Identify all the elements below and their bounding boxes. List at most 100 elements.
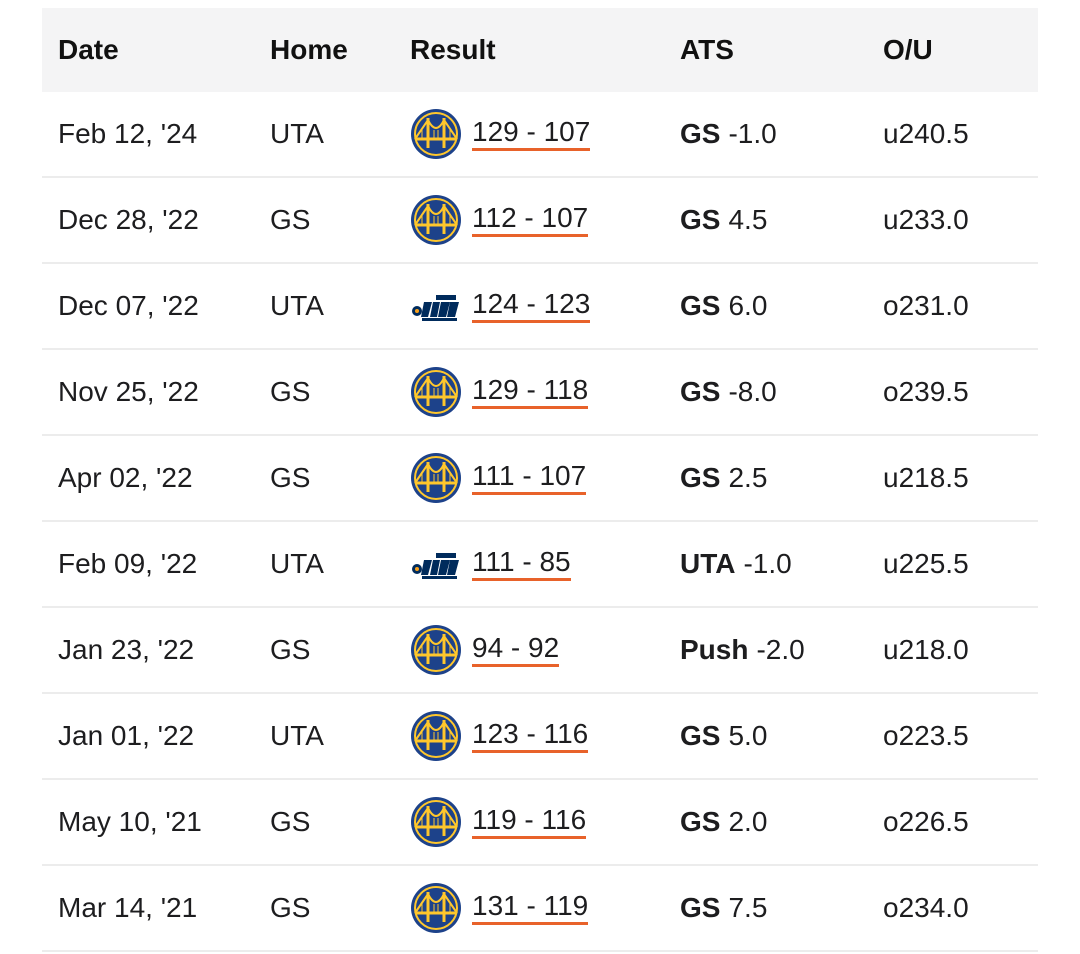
- ats-line: 7.5: [728, 892, 768, 923]
- home-team: GS: [270, 376, 311, 407]
- table-row: Feb 12, '24 UTA 129 - 107 GS -1.0 u240.5: [42, 92, 1038, 178]
- table-row: Apr 02, '22 GS 111 - 107 GS 2.5 u218.5: [42, 436, 1038, 522]
- home-team: GS: [270, 634, 311, 665]
- table-header: Date Home Result ATS O/U: [42, 8, 1038, 92]
- column-header-date[interactable]: Date: [58, 34, 119, 65]
- ats-line: 2.0: [728, 806, 768, 837]
- result-score-link[interactable]: 123 - 116: [472, 719, 589, 753]
- ats-cell: UTA -1.0: [680, 548, 883, 580]
- ats-team: Push: [680, 634, 749, 665]
- result-score-link[interactable]: 111 - 107: [472, 461, 587, 495]
- result-score-link[interactable]: 129 - 118: [472, 375, 589, 409]
- over-under: o239.5: [883, 376, 969, 407]
- ats-cell: GS 5.0: [680, 720, 883, 752]
- ats-cell: GS -8.0: [680, 376, 883, 408]
- warriors-logo-icon: [410, 452, 462, 504]
- game-date: Mar 14, '21: [58, 892, 198, 923]
- ats-team: GS: [680, 290, 721, 321]
- jazz-logo-icon: [410, 538, 462, 590]
- ats-cell: GS 6.0: [680, 290, 883, 322]
- result-score-link[interactable]: 119 - 116: [472, 805, 587, 839]
- game-date: Apr 02, '22: [58, 462, 193, 493]
- jazz-logo-icon: [410, 280, 462, 332]
- result-cell: 111 - 107: [410, 452, 680, 504]
- result-score-link[interactable]: 131 - 119: [472, 891, 589, 925]
- ats-team: GS: [680, 376, 721, 407]
- ats-team: GS: [680, 892, 721, 923]
- result-score-link[interactable]: 112 - 107: [472, 203, 589, 237]
- result-score-link[interactable]: 129 - 107: [472, 117, 591, 151]
- game-date: Feb 09, '22: [58, 548, 198, 579]
- home-team: GS: [270, 204, 311, 235]
- result-score-link[interactable]: 111 - 85: [472, 547, 571, 581]
- result-cell: 94 - 92: [410, 624, 680, 676]
- result-cell: 129 - 107: [410, 108, 680, 160]
- over-under: o223.5: [883, 720, 969, 751]
- game-date: Dec 28, '22: [58, 204, 199, 235]
- ats-line: -1.0: [728, 118, 777, 149]
- results-table: Date Home Result ATS O/U Feb 12, '24 UTA…: [42, 8, 1038, 952]
- result-cell: 123 - 116: [410, 710, 680, 762]
- table-row: Nov 25, '22 GS 129 - 118 GS -8.0 o239.5: [42, 350, 1038, 436]
- table-row: Dec 28, '22 GS 112 - 107 GS 4.5 u233.0: [42, 178, 1038, 264]
- home-team: UTA: [270, 720, 324, 751]
- over-under: u218.5: [883, 462, 969, 493]
- ats-cell: GS -1.0: [680, 118, 883, 150]
- table-body: Feb 12, '24 UTA 129 - 107 GS -1.0 u240.5 …: [42, 92, 1038, 952]
- result-cell: 119 - 116: [410, 796, 680, 848]
- table-row: Feb 09, '22 UTA 111 - 85 UTA -1.0 u225.5: [42, 522, 1038, 608]
- ats-team: GS: [680, 204, 721, 235]
- game-date: Nov 25, '22: [58, 376, 199, 407]
- result-cell: 129 - 118: [410, 366, 680, 418]
- result-score-link[interactable]: 124 - 123: [472, 289, 591, 323]
- column-header-result[interactable]: Result: [410, 34, 496, 65]
- ats-cell: GS 7.5: [680, 892, 883, 924]
- ats-cell: GS 4.5: [680, 204, 883, 236]
- ats-team: GS: [680, 720, 721, 751]
- ats-line: 6.0: [728, 290, 768, 321]
- table-row: Jan 01, '22 UTA 123 - 116 GS 5.0 o223.5: [42, 694, 1038, 780]
- table-row: Mar 14, '21 GS 131 - 119 GS 7.5 o234.0: [42, 866, 1038, 952]
- over-under: u233.0: [883, 204, 969, 235]
- result-cell: 112 - 107: [410, 194, 680, 246]
- ats-team: GS: [680, 806, 721, 837]
- home-team: GS: [270, 892, 311, 923]
- warriors-logo-icon: [410, 796, 462, 848]
- warriors-logo-icon: [410, 366, 462, 418]
- over-under: u240.5: [883, 118, 969, 149]
- game-date: Jan 01, '22: [58, 720, 195, 751]
- ats-cell: GS 2.5: [680, 462, 883, 494]
- game-date: Dec 07, '22: [58, 290, 199, 321]
- over-under: o234.0: [883, 892, 969, 923]
- column-header-ou[interactable]: O/U: [883, 34, 933, 65]
- result-cell: 124 - 123: [410, 280, 680, 332]
- over-under: o226.5: [883, 806, 969, 837]
- warriors-logo-icon: [410, 624, 462, 676]
- ats-team: GS: [680, 118, 721, 149]
- home-team: GS: [270, 462, 311, 493]
- ats-line: 2.5: [728, 462, 768, 493]
- column-header-home[interactable]: Home: [270, 34, 348, 65]
- result-cell: 111 - 85: [410, 538, 680, 590]
- ats-line: -2.0: [756, 634, 805, 665]
- ats-cell: Push -2.0: [680, 634, 883, 666]
- over-under: o231.0: [883, 290, 969, 321]
- warriors-logo-icon: [410, 194, 462, 246]
- ats-line: 5.0: [728, 720, 768, 751]
- ats-line: -1.0: [743, 548, 792, 579]
- result-cell: 131 - 119: [410, 882, 680, 934]
- home-team: UTA: [270, 290, 324, 321]
- over-under: u225.5: [883, 548, 969, 579]
- table-row: Jan 23, '22 GS 94 - 92 Push -2.0 u218.0: [42, 608, 1038, 694]
- ats-team: UTA: [680, 548, 736, 579]
- home-team: UTA: [270, 548, 324, 579]
- warriors-logo-icon: [410, 108, 462, 160]
- result-score-link[interactable]: 94 - 92: [472, 633, 560, 667]
- game-date: Feb 12, '24: [58, 118, 198, 149]
- home-team: UTA: [270, 118, 324, 149]
- game-date: Jan 23, '22: [58, 634, 195, 665]
- column-header-ats[interactable]: ATS: [680, 34, 734, 65]
- home-team: GS: [270, 806, 311, 837]
- warriors-logo-icon: [410, 882, 462, 934]
- ats-cell: GS 2.0: [680, 806, 883, 838]
